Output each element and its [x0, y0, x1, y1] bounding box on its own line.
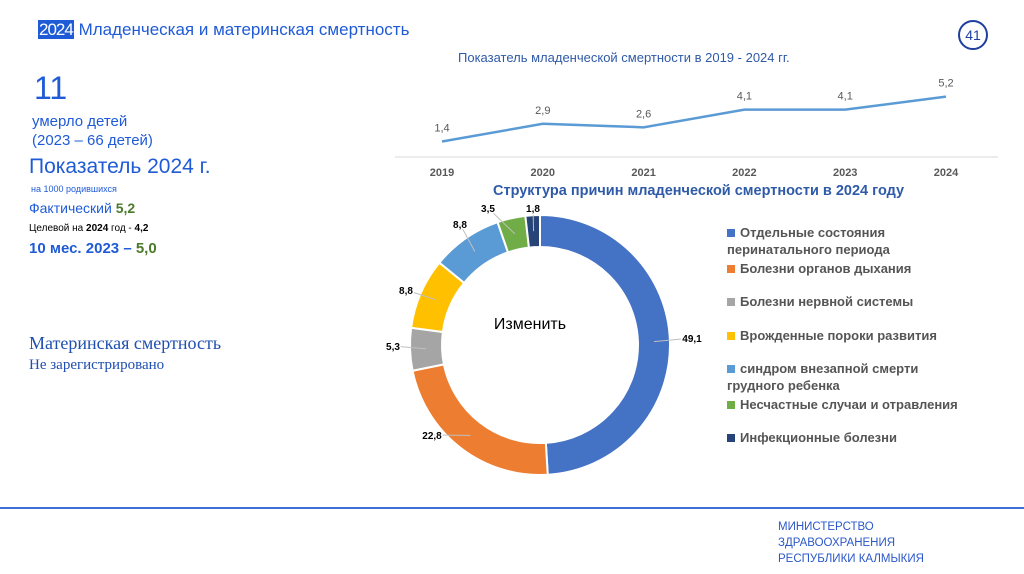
legend-item: Отдельные состояния перинатального перио…	[727, 224, 977, 258]
deaths-prev: (2023 – 66 детей)	[32, 132, 153, 149]
x-tick-label: 2023	[833, 167, 857, 179]
legend-label: синдром внезапной смерти грудного ребенк…	[727, 361, 919, 393]
slice-label: 8,8	[453, 220, 467, 231]
prev-value: 5,0	[135, 240, 157, 257]
prev-label: 10 мес. 2023	[29, 240, 120, 257]
prev-row: 10 мес. 2023 – 5,0	[29, 240, 157, 257]
footer-line3: РЕСПУБЛИКИ КАЛМЫКИЯ	[778, 553, 924, 565]
data-label: 5,2	[938, 78, 953, 90]
data-label: 1,4	[434, 122, 449, 134]
legend-label: Врожденные пороки развития	[740, 328, 937, 343]
pie-chart-title: Структура причин младенческой смертности…	[493, 183, 905, 199]
legend-item: Несчастные случаи и отравления	[727, 396, 977, 413]
data-label: 4,1	[838, 91, 853, 103]
page-title: 2024 Младенческая и материнская смертнос…	[38, 20, 409, 40]
legend-item: синдром внезапной смерти грудного ребенк…	[727, 360, 977, 394]
legend-item: Врожденные пороки развития	[727, 327, 977, 344]
legend-swatch	[727, 265, 735, 273]
legend-swatch	[727, 365, 735, 373]
x-tick-label: 2020	[531, 167, 555, 179]
legend-swatch	[727, 434, 735, 442]
target-row: Целевой на 2024 год - 4,2	[29, 223, 148, 234]
footer-line2: ЗДРАВООХРАНЕНИЯ	[778, 537, 896, 549]
legend-label: Несчастные случаи и отравления	[740, 397, 958, 412]
leader-line	[459, 223, 476, 252]
prev-dash: –	[123, 240, 132, 257]
maternal-status: Не зарегистрировано	[29, 357, 165, 373]
legend-swatch	[727, 298, 735, 306]
leader-line	[405, 289, 436, 301]
leader-line	[532, 207, 535, 232]
x-tick-label: 2024	[934, 167, 959, 179]
deaths-label: умерло детей	[32, 113, 128, 130]
target-suffix: год -	[111, 223, 132, 234]
target-year: 2024	[86, 223, 109, 234]
donut-slice	[524, 213, 541, 249]
page-number: 41	[958, 20, 988, 50]
maternal-title: Материнская смертность	[29, 333, 222, 353]
legend-label: Болезни органов дыхания	[740, 261, 912, 276]
data-label: 2,6	[636, 108, 651, 120]
donut-slice	[409, 326, 446, 372]
slice-label: 8,8	[399, 286, 413, 297]
legend-label: Отдельные состояния перинатального перио…	[727, 225, 890, 257]
actual-value: 5,2	[115, 200, 136, 216]
x-tick-label: 2022	[732, 167, 756, 179]
legend-item: Болезни нервной системы	[727, 293, 977, 310]
legend-item: Инфекционные болезни	[727, 429, 977, 446]
per-1000: на 1000 родившихся	[31, 184, 117, 194]
indicator-title: Показатель 2024 г.	[29, 155, 211, 178]
legend-swatch	[727, 332, 735, 340]
slice-label: 5,3	[386, 342, 400, 353]
line-chart-title: Показатель младенческой смертности в 201…	[458, 50, 790, 65]
footer-line1: МИНИСТЕРСТВО	[778, 521, 874, 533]
deaths-count: 11	[34, 70, 68, 106]
donut-slice	[411, 363, 549, 476]
donut-slice	[539, 213, 671, 476]
actual-row: Фактический 5,2	[29, 200, 135, 216]
leader-line	[653, 337, 693, 343]
target-label: Целевой на	[29, 223, 84, 234]
line-series	[441, 95, 947, 143]
legend-item: Болезни органов дыхания	[727, 260, 977, 277]
target-value: 4,2	[134, 223, 149, 234]
leader-line	[392, 345, 427, 350]
ministry-footer: МИНИСТЕРСТВО ЗДРАВООХРАНЕНИЯ РЕСПУБЛИКИ …	[778, 519, 924, 567]
data-label: 4,1	[737, 91, 752, 103]
data-label: 2,9	[535, 105, 550, 117]
title-year: 2024	[38, 20, 74, 39]
slice-label: 1,8	[526, 204, 540, 215]
actual-label: Фактический	[29, 200, 112, 216]
x-tick-label: 2019	[430, 167, 454, 179]
slice-label: 3,5	[481, 204, 495, 215]
slice-label: 49,1	[682, 334, 702, 345]
slice-label: 22,8	[422, 431, 442, 442]
legend-label: Болезни нервной системы	[740, 294, 914, 309]
legend-label: Инфекционные болезни	[740, 430, 897, 445]
footer-divider	[0, 507, 1024, 509]
x-tick-label: 2021	[631, 167, 655, 179]
title-text: Младенческая и материнская смертность	[78, 20, 410, 39]
center-label: Изменить	[494, 316, 566, 333]
legend-swatch	[727, 401, 735, 409]
legend-swatch	[727, 229, 735, 237]
leader-line	[487, 207, 516, 235]
